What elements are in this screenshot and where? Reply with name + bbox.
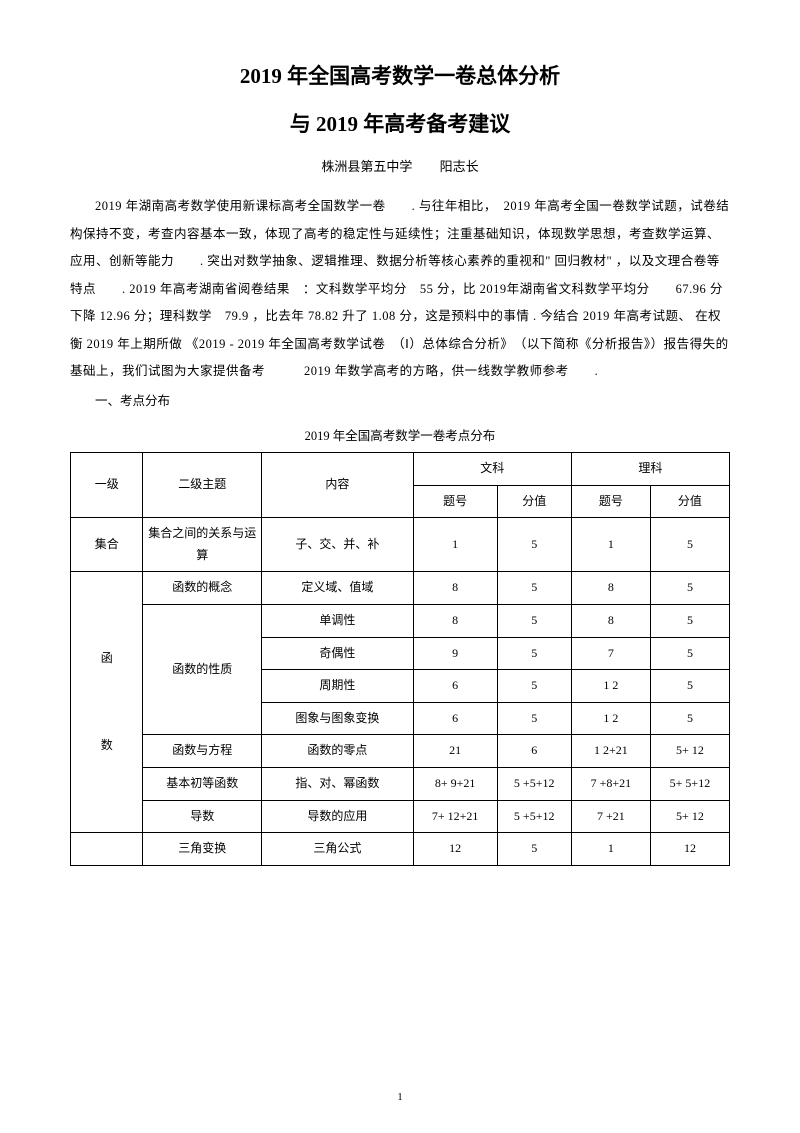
cell-l2: 函数与方程	[143, 735, 262, 768]
cell-lt: 1 2	[571, 702, 650, 735]
cell-wt: 8	[413, 604, 497, 637]
cell-lf: 5	[650, 637, 729, 670]
cell-c: 子、交、并、补	[262, 518, 414, 572]
cell-wf: 5 +5+12	[497, 767, 571, 800]
table-row: 导数 导数的应用 7+ 12+21 5 +5+12 7 +21 5+ 12	[71, 800, 730, 833]
cell-lf: 5	[650, 572, 729, 605]
cell-l2: 集合之间的关系与运算	[143, 518, 262, 572]
cell-lf: 5+ 12	[650, 735, 729, 768]
header-wenke: 文科	[413, 453, 571, 486]
cell-lf: 5	[650, 604, 729, 637]
cell-c: 单调性	[262, 604, 414, 637]
func-char-1: 函	[101, 651, 113, 665]
cell-wt: 9	[413, 637, 497, 670]
cell-c: 图象与图象变换	[262, 702, 414, 735]
cell-l1: 集合	[71, 518, 143, 572]
table-caption: 2019 年全国高考数学一卷考点分布	[70, 425, 730, 444]
cell-l2: 函数的性质	[143, 604, 262, 734]
cell-lt: 1 2+21	[571, 735, 650, 768]
cell-wt: 8	[413, 572, 497, 605]
cell-c: 奇偶性	[262, 637, 414, 670]
cell-c: 指、对、幂函数	[262, 767, 414, 800]
cell-wt: 8+ 9+21	[413, 767, 497, 800]
cell-lt: 8	[571, 604, 650, 637]
header-wt: 题号	[413, 485, 497, 518]
cell-lt: 8	[571, 572, 650, 605]
author-line: 株洲县第五中学 阳志长	[70, 156, 730, 175]
cell-wf: 5	[497, 518, 571, 572]
cell-wf: 5 +5+12	[497, 800, 571, 833]
table-header-row-1: 一级 二级主题 内容 文科 理科	[71, 453, 730, 486]
cell-lt: 1 2	[571, 670, 650, 703]
cell-c: 导数的应用	[262, 800, 414, 833]
cell-wt: 12	[413, 833, 497, 866]
cell-lf: 5	[650, 518, 729, 572]
cell-lf: 5+ 12	[650, 800, 729, 833]
table-row: 函数与方程 函数的零点 21 6 1 2+21 5+ 12	[71, 735, 730, 768]
page-number: 1	[0, 1091, 800, 1103]
main-title-1: 2019 年全国高考数学一卷总体分析	[70, 60, 730, 90]
cell-wt: 6	[413, 670, 497, 703]
cell-wf: 5	[497, 833, 571, 866]
main-title-2: 与 2019 年高考备考建议	[70, 108, 730, 138]
cell-wf: 5	[497, 572, 571, 605]
cell-l2: 函数的概念	[143, 572, 262, 605]
header-content: 内容	[262, 453, 414, 518]
cell-wt: 1	[413, 518, 497, 572]
cell-l1-func: 函数	[71, 572, 143, 833]
cell-wt: 21	[413, 735, 497, 768]
cell-lt: 7 +21	[571, 800, 650, 833]
cell-wt: 6	[413, 702, 497, 735]
func-char-2: 数	[101, 738, 113, 752]
intro-paragraph: 2019 年湖南高考数学使用新课标高考全国数学一卷 . 与往年相比， 2019 …	[70, 193, 730, 386]
cell-wf: 5	[497, 702, 571, 735]
cell-lt: 7	[571, 637, 650, 670]
cell-lf: 5	[650, 702, 729, 735]
cell-c: 三角公式	[262, 833, 414, 866]
table-row: 函数的性质 单调性 8 5 8 5	[71, 604, 730, 637]
cell-wt: 7+ 12+21	[413, 800, 497, 833]
cell-wf: 6	[497, 735, 571, 768]
header-like: 理科	[571, 453, 729, 486]
cell-wf: 5	[497, 637, 571, 670]
cell-l1	[71, 833, 143, 866]
cell-l2: 基本初等函数	[143, 767, 262, 800]
header-lt: 题号	[571, 485, 650, 518]
cell-lf: 12	[650, 833, 729, 866]
cell-wf: 5	[497, 670, 571, 703]
cell-l2: 三角变换	[143, 833, 262, 866]
cell-c: 定义域、值域	[262, 572, 414, 605]
header-level1: 一级	[71, 453, 143, 518]
table-row: 基本初等函数 指、对、幂函数 8+ 9+21 5 +5+12 7 +8+21 5…	[71, 767, 730, 800]
author-school: 株洲县第五中学	[321, 159, 412, 174]
cell-l2: 导数	[143, 800, 262, 833]
author-name: 阳志长	[440, 159, 479, 174]
table-row: 函数 函数的概念 定义域、值域 8 5 8 5	[71, 572, 730, 605]
header-level2: 二级主题	[143, 453, 262, 518]
cell-c: 函数的零点	[262, 735, 414, 768]
cell-c: 周期性	[262, 670, 414, 703]
cell-lf: 5+ 5+12	[650, 767, 729, 800]
cell-lt: 7 +8+21	[571, 767, 650, 800]
cell-lf: 5	[650, 670, 729, 703]
cell-wf: 5	[497, 604, 571, 637]
header-wf: 分值	[497, 485, 571, 518]
distribution-table: 一级 二级主题 内容 文科 理科 题号 分值 题号 分值 集合 集合之间的关系与…	[70, 452, 730, 866]
header-lf: 分值	[650, 485, 729, 518]
table-row: 三角变换 三角公式 12 5 1 12	[71, 833, 730, 866]
section-heading-1: 一、考点分布	[70, 388, 730, 416]
table-row: 集合 集合之间的关系与运算 子、交、并、补 1 5 1 5	[71, 518, 730, 572]
cell-lt: 1	[571, 518, 650, 572]
cell-lt: 1	[571, 833, 650, 866]
